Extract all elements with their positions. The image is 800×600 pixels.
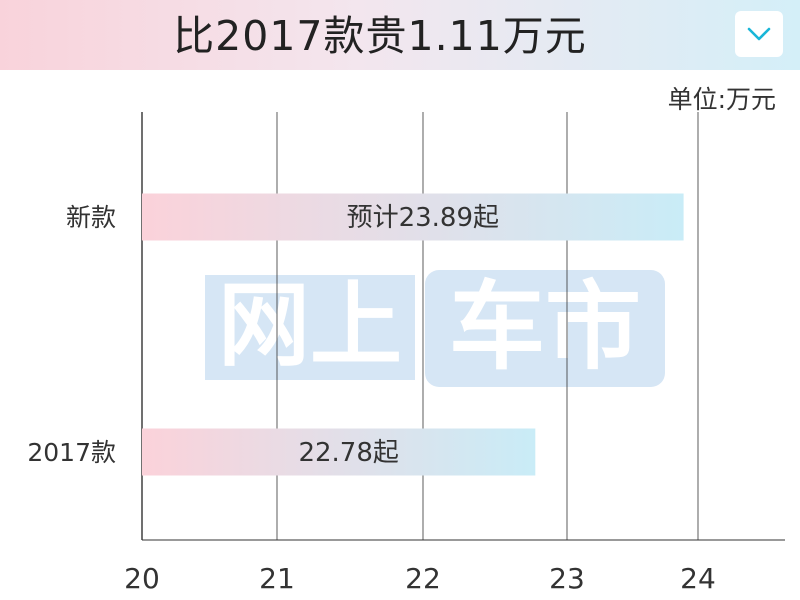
watermark-right-box (425, 270, 665, 387)
labels: 预计23.89起 新款 22.78起 2017款 20 21 22 23 24 (27, 203, 715, 595)
x-tick-label: 23 (549, 562, 585, 595)
x-tick-label: 22 (405, 562, 441, 595)
watermark-right-text: 车市 (449, 271, 641, 383)
chevron-down-icon (747, 27, 771, 41)
unit-label: 单位:万元 (667, 85, 776, 114)
x-tick-label: 20 (124, 562, 160, 595)
dropdown-button[interactable] (735, 11, 783, 57)
watermark: 网上 车市 (205, 270, 665, 387)
watermark-left-box (205, 275, 415, 380)
bar (142, 428, 536, 476)
grid-lines (141, 112, 785, 541)
bar-data-label: 22.78起 (298, 438, 398, 468)
category-label: 2017款 (27, 438, 116, 467)
watermark-left-text: 网上 (218, 272, 402, 379)
bar-data-label: 预计23.89起 (347, 203, 499, 233)
header-bar (0, 0, 800, 70)
x-tick-label: 21 (259, 562, 295, 595)
page-title: 比2017款贵1.11万元 (173, 12, 587, 60)
category-label: 新款 (66, 203, 116, 232)
x-tick-label: 24 (680, 562, 716, 595)
bars (142, 193, 684, 476)
bar (142, 193, 684, 241)
